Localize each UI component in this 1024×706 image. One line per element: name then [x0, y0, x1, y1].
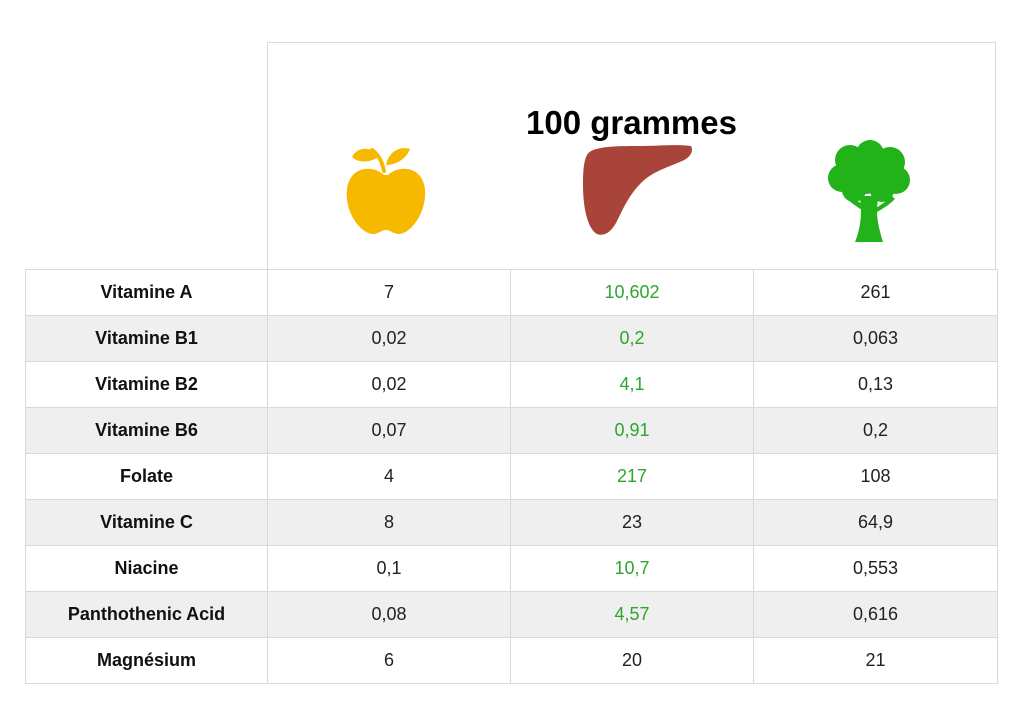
table-row: Magnésium 6 20 21 [25, 637, 998, 684]
row-label: Niacine [25, 545, 268, 592]
table-row: Vitamine C 8 23 64,9 [25, 499, 998, 546]
table-title: 100 grammes [526, 104, 737, 141]
table-cell: 0,02 [267, 315, 511, 362]
table-cell: 0,91 [510, 407, 754, 454]
apple-icon [344, 141, 428, 237]
table-cell: 0,2 [510, 315, 754, 362]
table-cell: 21 [753, 637, 998, 684]
table-cell: 20 [510, 637, 754, 684]
row-label: Vitamine B6 [25, 407, 268, 454]
liver-icon [581, 143, 695, 239]
table-cell: 0,07 [267, 407, 511, 454]
table-cell: 261 [753, 269, 998, 316]
row-label: Panthothenic Acid [25, 591, 268, 638]
table-cell: 6 [267, 637, 511, 684]
table-row: Vitamine B2 0,02 4,1 0,13 [25, 361, 998, 408]
table-cell: 7 [267, 269, 511, 316]
table-cell: 0,553 [753, 545, 998, 592]
table-header: 100 grammes [267, 42, 996, 270]
vitamin-table: Vitamine A 7 10,602 261 Vitamine B1 0,02 0,2 0,… [25, 269, 998, 684]
table-cell: 0,616 [753, 591, 998, 638]
row-label: Vitamine A [25, 269, 268, 316]
row-label: Magnésium [25, 637, 268, 684]
table-row: Vitamine A 7 10,602 261 [25, 269, 998, 316]
table-row: Vitamine B1 0,02 0,2 0,063 [25, 315, 998, 362]
table-cell: 4,57 [510, 591, 754, 638]
table-row: Vitamine B6 0,07 0,91 0,2 [25, 407, 998, 454]
row-label: Vitamine B1 [25, 315, 268, 362]
table-cell: 0,13 [753, 361, 998, 408]
table-row: Niacine 0,1 10,7 0,553 [25, 545, 998, 592]
table-row: Folate 4 217 108 [25, 453, 998, 500]
table-cell: 217 [510, 453, 754, 500]
broccoli-icon [826, 140, 912, 244]
row-label: Vitamine C [25, 499, 268, 546]
table-cell: 0,1 [267, 545, 511, 592]
table-cell: 64,9 [753, 499, 998, 546]
row-label: Vitamine B2 [25, 361, 268, 408]
table-cell: 0,08 [267, 591, 511, 638]
table-cell: 4 [267, 453, 511, 500]
table-cell: 10,602 [510, 269, 754, 316]
table-cell: 0,063 [753, 315, 998, 362]
table-cell: 4,1 [510, 361, 754, 408]
table-cell: 108 [753, 453, 998, 500]
table-cell: 0,02 [267, 361, 511, 408]
table-row: Panthothenic Acid 0,08 4,57 0,616 [25, 591, 998, 638]
table-cell: 8 [267, 499, 511, 546]
table-cell: 23 [510, 499, 754, 546]
row-label: Folate [25, 453, 268, 500]
table-cell: 0,2 [753, 407, 998, 454]
table-cell: 10,7 [510, 545, 754, 592]
